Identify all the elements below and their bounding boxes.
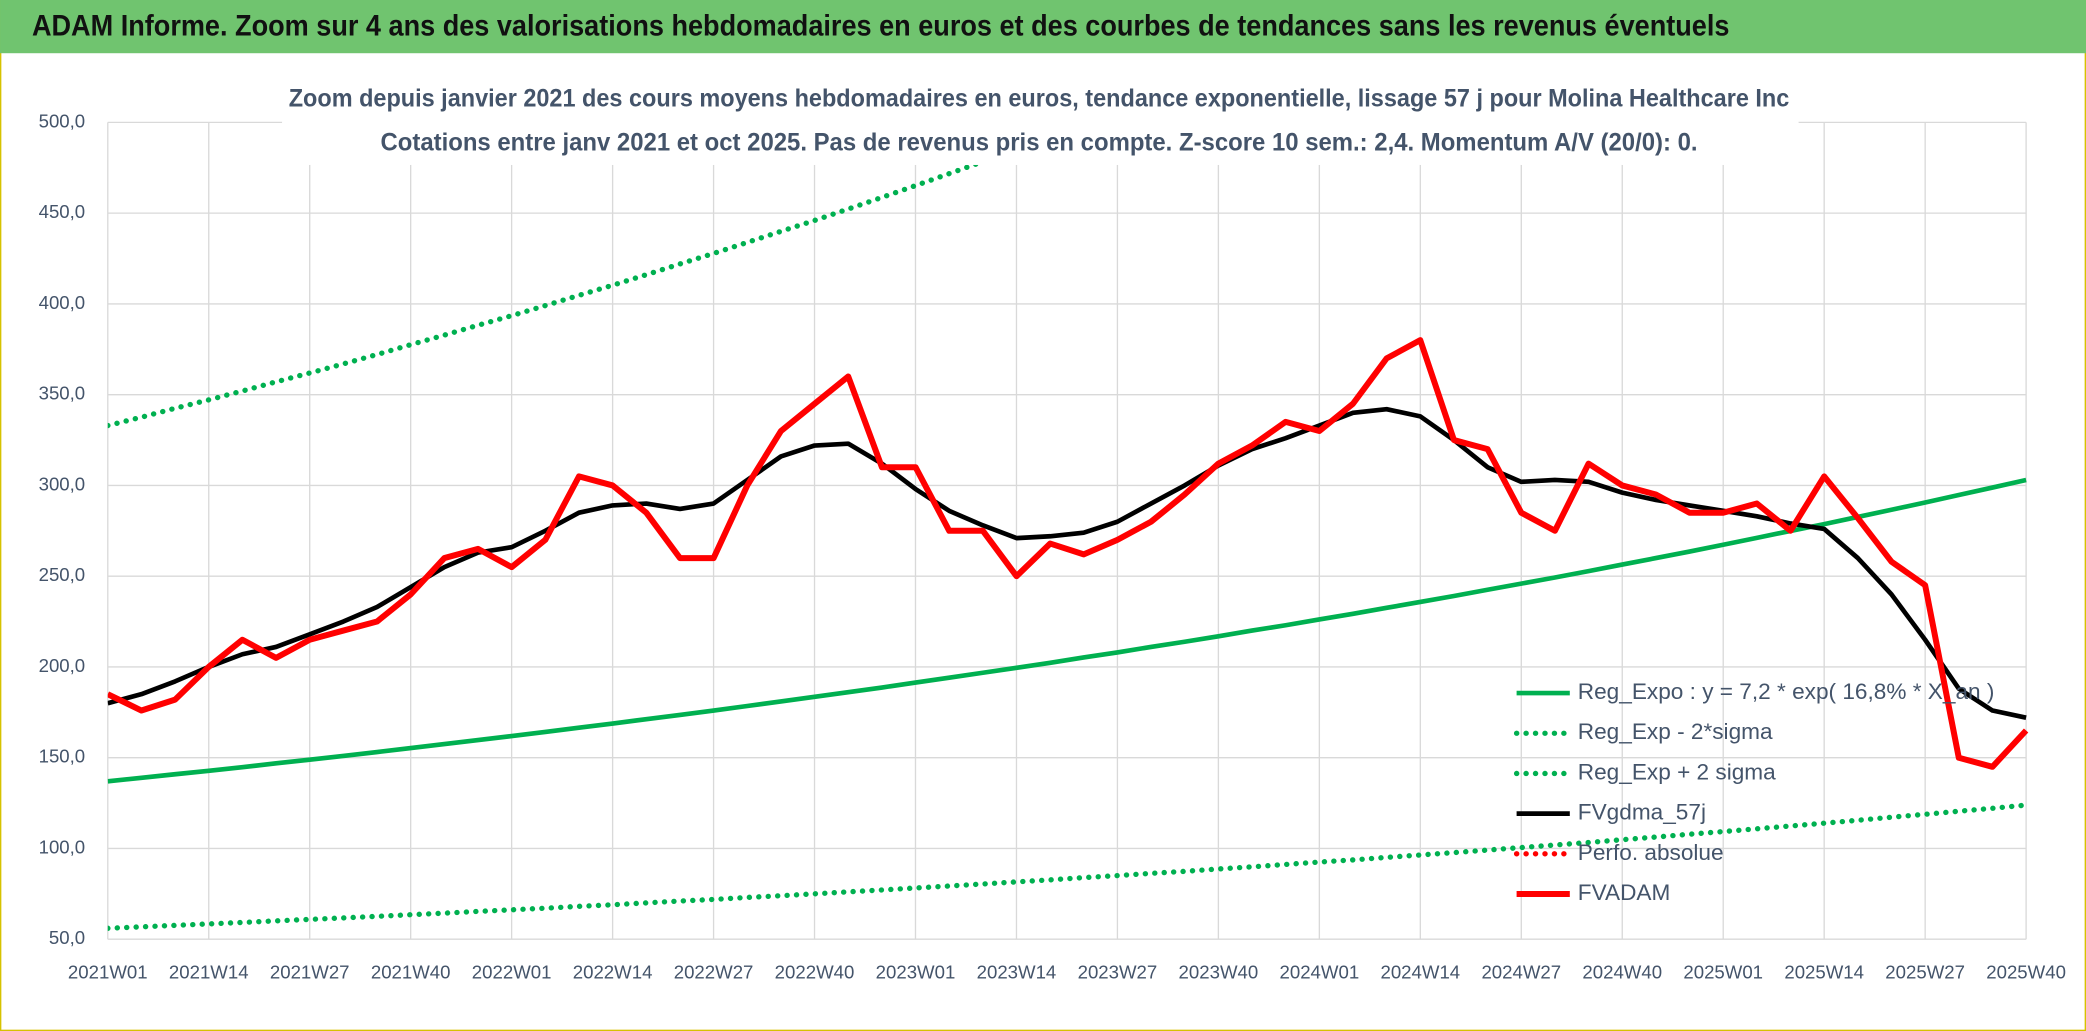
y-tick-label: 150,0 [39, 746, 86, 767]
x-tick-label: 2024W27 [1481, 962, 1561, 983]
y-tick-label: 250,0 [39, 564, 86, 585]
x-tick-label: 2021W01 [68, 962, 148, 983]
legend-label: Perfo. absolue [1578, 840, 1724, 865]
x-tick-label: 2021W40 [371, 962, 451, 983]
x-tick-label: 2023W14 [977, 962, 1057, 983]
x-tick-label: 2025W40 [1986, 962, 2066, 983]
header-bar [0, 0, 2086, 54]
y-tick-label: 400,0 [39, 292, 86, 313]
legend-label: Reg_Exp + 2 sigma [1578, 759, 1776, 784]
legend-label: FVADAM [1578, 880, 1671, 905]
series-line [107, 802, 2029, 931]
title-box [282, 79, 1799, 165]
x-tick-label: 2024W01 [1280, 962, 1360, 983]
y-tick-label: 100,0 [39, 836, 86, 857]
legend-label: Reg_Expo : y = 7,2 * exp( 16,8% * X_an ) [1578, 679, 1995, 704]
x-tick-label: 2021W27 [270, 962, 350, 983]
x-tick-label: 2025W01 [1683, 962, 1763, 983]
series-line [107, 121, 1087, 429]
chart-subtitle: Cotations entre janv 2021 et oct 2025. P… [380, 128, 1697, 156]
legend: Reg_Expo : y = 7,2 * exp( 16,8% * X_an )… [1513, 679, 1995, 905]
chart-title: Zoom depuis janvier 2021 des cours moyen… [289, 84, 1790, 112]
x-tick-label: 2021W14 [169, 962, 249, 983]
x-tick-label: 2024W14 [1380, 962, 1460, 983]
x-tick-label: 2025W27 [1885, 962, 1965, 983]
y-tick-label: 350,0 [39, 383, 86, 404]
header-title: ADAM Informe. Zoom sur 4 ans des valoris… [32, 11, 1729, 43]
series-line [107, 477, 2027, 784]
x-tick-label: 2024W40 [1582, 962, 1662, 983]
x-tick-label: 2023W01 [876, 962, 956, 983]
y-tick-label: 200,0 [39, 655, 86, 676]
x-tick-label: 2022W27 [674, 962, 754, 983]
x-tick-label: 2023W27 [1078, 962, 1158, 983]
x-tick-label: 2022W01 [472, 962, 552, 983]
x-tick-label: 2025W14 [1784, 962, 1864, 983]
series-line [107, 337, 2029, 770]
y-tick-label: 500,0 [39, 110, 86, 131]
x-tick-label: 2022W40 [775, 962, 855, 983]
y-tick-label: 300,0 [39, 473, 86, 494]
x-tick-label: 2022W14 [573, 962, 653, 983]
y-tick-label: 450,0 [39, 201, 86, 222]
legend-label: FVgdma_57j [1578, 800, 1706, 825]
x-tick-label: 2023W40 [1179, 962, 1259, 983]
y-tick-label: 50,0 [49, 927, 85, 948]
series-lines [107, 121, 2029, 931]
legend-label: Reg_Exp - 2*sigma [1578, 719, 1773, 744]
